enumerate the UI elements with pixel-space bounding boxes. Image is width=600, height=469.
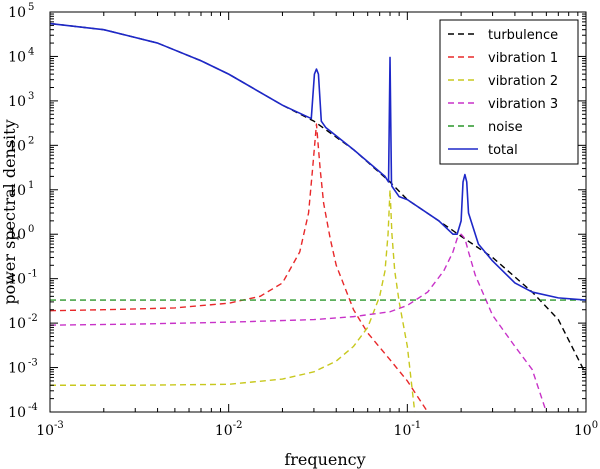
y-tick-label: 10 -2 <box>8 313 38 332</box>
legend-label-vibration-2: vibration 2 <box>488 74 558 89</box>
legend-label-vibration-1: vibration 1 <box>488 51 558 66</box>
legend-label-vibration-3: vibration 3 <box>488 97 558 112</box>
legend-box <box>439 19 579 165</box>
y-tick-label: 10 2 <box>8 135 34 154</box>
x-tick-label: 100 <box>574 420 598 439</box>
y-tick-label: 10 -3 <box>8 358 38 377</box>
y-tick-label: 10 -1 <box>8 269 38 288</box>
series-line-vibration-1 <box>50 123 429 412</box>
series-line-vibration-2 <box>50 189 416 412</box>
y-axis-title: power spectral density <box>0 119 19 304</box>
y-tick-label: 10 1 <box>8 180 34 199</box>
y-tick-label: 10 0 <box>8 224 34 243</box>
legend: turbulence vibration 1 vibration 2 vibratio… <box>439 19 579 165</box>
x-tick-label: 10-3 <box>36 420 64 439</box>
legend-label-total: total <box>488 143 518 158</box>
y-tick-label: 10 3 <box>8 91 34 110</box>
series-line-total <box>50 22 586 301</box>
legend-label-turbulence: turbulence <box>488 28 558 43</box>
legend-label-noise: noise <box>488 120 523 135</box>
y-tick-label: 10 4 <box>8 46 34 65</box>
series-line-vibration-3 <box>50 233 548 412</box>
y-tick-label: 10 -4 <box>8 402 38 421</box>
x-axis-title: frequency <box>284 450 365 469</box>
plot-frame <box>49 11 587 413</box>
y-tick-label: 10 5 <box>8 2 34 21</box>
series-layer <box>50 22 586 412</box>
x-tick-label: 10-2 <box>215 420 243 439</box>
x-tick-label: 10-1 <box>394 420 422 439</box>
